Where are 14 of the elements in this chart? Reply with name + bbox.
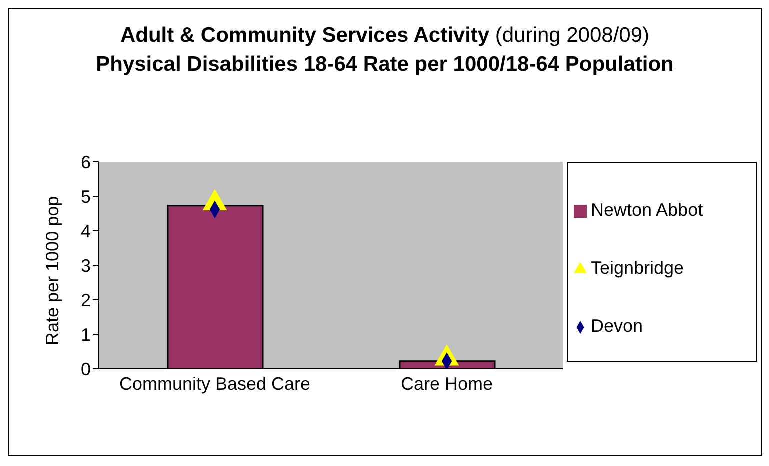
- x-tick-label: Community Based Care: [119, 374, 311, 394]
- y-tick-label: 4: [80, 221, 91, 242]
- y-tick-label: 3: [80, 256, 91, 276]
- chart-title: Adult & Community Services Activity (during 2008/09) Physical Disabilities 18-64 Rate per 1000/18-64 Population: [96, 24, 674, 76]
- y-tick-label: 0: [80, 359, 91, 380]
- y-axis-title: Rate per 1000 pop: [42, 196, 62, 346]
- legend-label: Teignbridge: [591, 258, 684, 278]
- legend-label: Devon: [591, 316, 644, 336]
- y-tick-label: 1: [80, 324, 91, 345]
- y-tick-label: 6: [80, 152, 91, 172]
- y-tick-label: 2: [80, 290, 91, 310]
- legend-label: Newton Abbot: [591, 200, 704, 220]
- x-tick-label: Care Home: [400, 374, 494, 394]
- y-tick-label: 5: [80, 186, 91, 207]
